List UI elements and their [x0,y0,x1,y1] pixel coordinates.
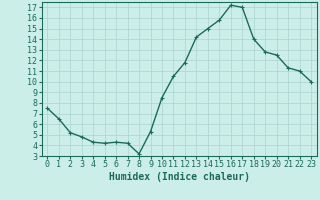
X-axis label: Humidex (Indice chaleur): Humidex (Indice chaleur) [109,172,250,182]
